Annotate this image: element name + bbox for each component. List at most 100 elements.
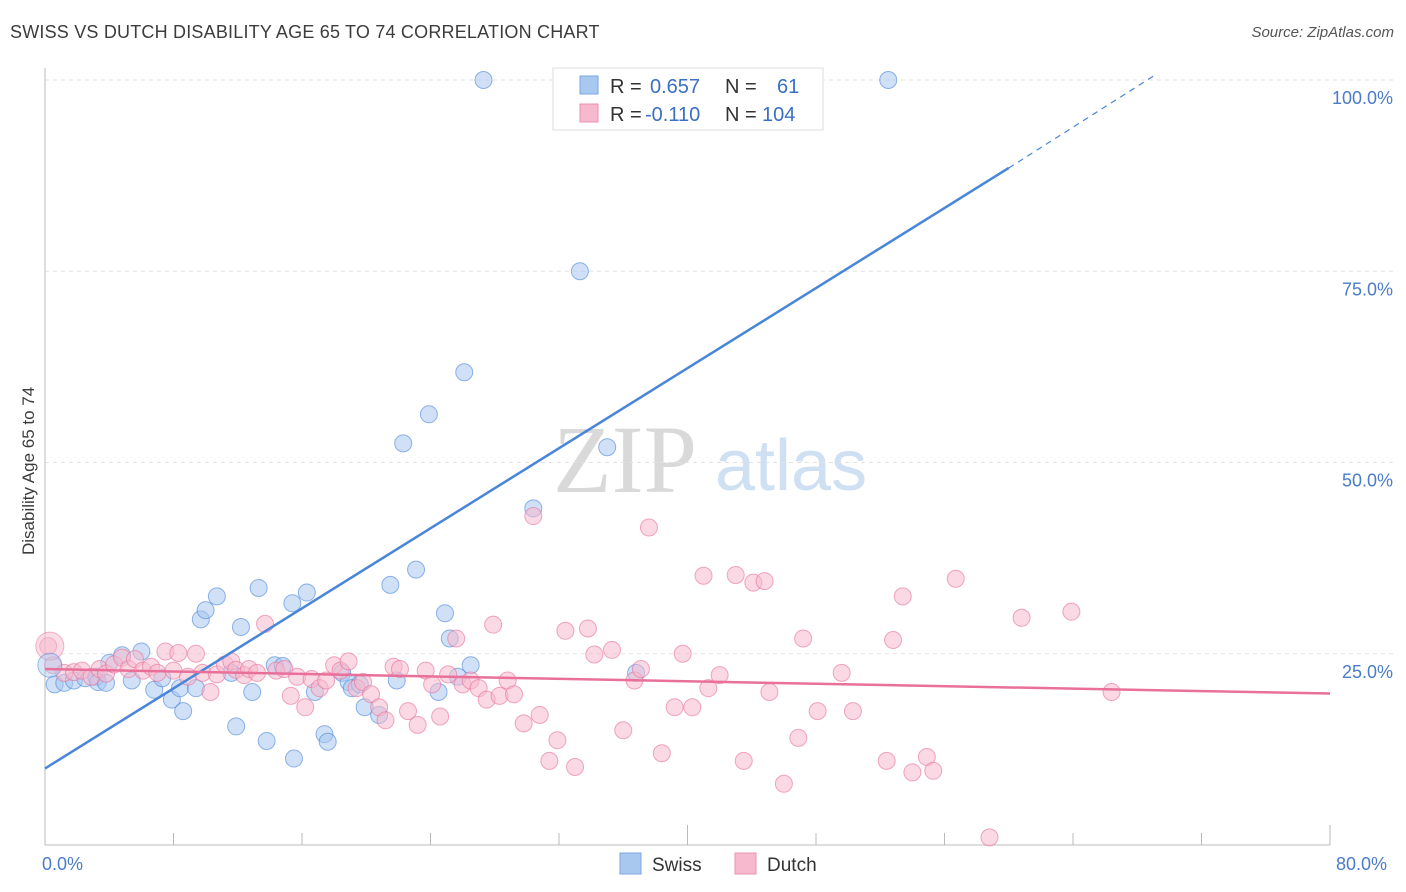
point-dutch xyxy=(1062,602,1081,621)
point-dutch xyxy=(505,685,524,704)
point-dutch xyxy=(408,715,427,734)
bottom-legend-label-dutch: Dutch xyxy=(767,855,817,876)
point-dutch xyxy=(186,644,205,663)
point-swiss xyxy=(257,731,276,750)
y-tick-labels: 25.0% 50.0% 75.0% 100.0% xyxy=(1332,88,1393,682)
legend-swatch-dutch xyxy=(579,103,599,123)
bottom-legend-swatch-swiss xyxy=(619,852,642,875)
point-dutch xyxy=(376,711,395,730)
legend-n-value-dutch: 104 xyxy=(762,104,795,126)
point-dutch xyxy=(578,619,597,638)
point-dutch xyxy=(1012,608,1031,627)
point-dutch xyxy=(760,683,779,701)
point-dutch xyxy=(980,828,999,847)
point-swiss xyxy=(394,434,413,453)
point-dutch xyxy=(652,744,671,763)
point-dutch xyxy=(296,698,315,717)
watermark-zip: ZIP xyxy=(553,406,697,513)
bottom-legend-label-swiss: Swiss xyxy=(652,855,702,876)
series-legend: Swiss Dutch xyxy=(619,852,817,876)
point-swiss xyxy=(381,575,400,594)
legend-swatch-swiss xyxy=(579,75,599,95)
axes xyxy=(44,68,1331,846)
correlation-legend: R = 0.657 N = 61 R = -0.110 N = 104 xyxy=(552,67,824,131)
legend-r-label-swiss: R = xyxy=(610,76,642,98)
point-swiss xyxy=(207,587,226,606)
point-swiss xyxy=(598,438,617,457)
point-dutch xyxy=(683,698,702,717)
point-dutch xyxy=(832,663,851,682)
point-swiss xyxy=(231,617,250,636)
point-swiss xyxy=(455,363,474,382)
point-dutch xyxy=(281,686,300,705)
point-dutch xyxy=(431,707,450,726)
point-dutch xyxy=(794,629,813,648)
chart-title: SWISS VS DUTCH DISABILITY AGE 65 TO 74 C… xyxy=(10,22,600,42)
point-dutch xyxy=(789,728,808,747)
y-axis-label: Disability Age 65 to 74 xyxy=(19,387,38,555)
point-swiss xyxy=(284,749,303,768)
y-tick-label: 100.0% xyxy=(1332,88,1393,108)
point-swiss xyxy=(174,702,193,721)
point-dutch xyxy=(639,518,658,537)
point-swiss xyxy=(419,405,438,424)
point-swiss xyxy=(407,560,426,579)
point-dutch xyxy=(585,645,604,664)
trend-line-dutch xyxy=(44,667,1331,695)
y-tick-label: 50.0% xyxy=(1342,471,1393,491)
point-dutch xyxy=(447,629,466,648)
point-dutch xyxy=(665,698,684,717)
point-swiss xyxy=(435,604,454,623)
point-dutch xyxy=(540,751,559,770)
point-dutch xyxy=(924,761,943,780)
point-swiss xyxy=(461,656,480,675)
grid-lines xyxy=(45,79,1395,655)
point-swiss xyxy=(196,601,215,620)
point-swiss xyxy=(227,717,246,736)
point-dutch xyxy=(484,615,503,634)
legend-n-label-swiss: N = xyxy=(725,76,757,98)
point-dutch xyxy=(169,643,188,662)
point-dutch xyxy=(673,644,692,663)
point-dutch xyxy=(556,621,575,640)
point-dutch xyxy=(566,757,585,776)
point-dutch xyxy=(726,565,745,584)
bottom-legend-swatch-dutch xyxy=(734,852,757,875)
point-swiss xyxy=(243,683,262,701)
point-dutch xyxy=(631,660,650,679)
point-dutch xyxy=(946,569,965,588)
watermark-atlas: atlas xyxy=(715,426,867,506)
point-dutch xyxy=(884,630,903,649)
point-swiss xyxy=(283,594,302,613)
point-swiss-large xyxy=(37,652,63,678)
point-dutch xyxy=(530,705,549,724)
point-dutch xyxy=(893,587,912,606)
point-dutch xyxy=(317,671,336,690)
point-dutch xyxy=(524,507,543,526)
point-swiss xyxy=(249,578,268,597)
point-dutch xyxy=(694,566,713,585)
point-dutch xyxy=(256,614,275,633)
point-dutch xyxy=(699,679,718,698)
point-dutch xyxy=(423,675,442,694)
point-dutch xyxy=(843,702,862,721)
point-dutch xyxy=(339,652,358,671)
point-dutch xyxy=(755,572,774,591)
point-dutch xyxy=(808,702,827,721)
point-dutch xyxy=(390,660,409,679)
point-swiss xyxy=(474,71,493,89)
point-dutch xyxy=(1102,683,1121,701)
point-dutch xyxy=(362,685,381,704)
x-tick-label-max: 80.0% xyxy=(1336,854,1387,874)
trend-lines xyxy=(44,75,1331,770)
point-dutch xyxy=(603,640,622,659)
point-dutch xyxy=(774,774,793,793)
legend-n-value-swiss: 61 xyxy=(777,76,799,98)
point-swiss xyxy=(570,262,589,281)
legend-n-label-dutch: N = xyxy=(725,104,757,126)
point-swiss xyxy=(318,732,337,751)
trend-line-extension-swiss xyxy=(1008,75,1154,169)
point-dutch xyxy=(514,714,533,733)
legend-r-label-dutch: R = xyxy=(610,104,642,126)
